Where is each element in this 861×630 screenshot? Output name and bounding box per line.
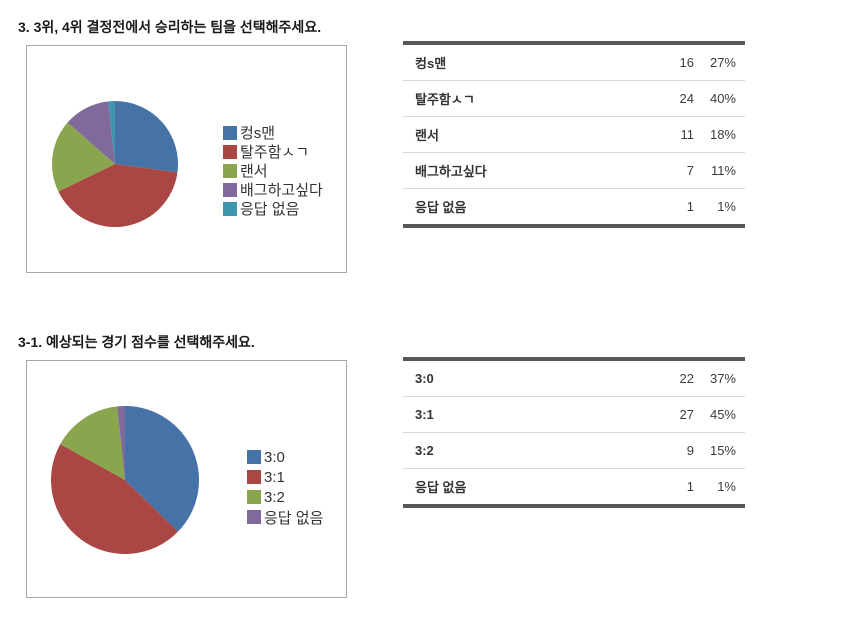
legend-label: 3:1 (264, 468, 285, 486)
question-1-title: 3. 3위, 4위 결정전에서 승리하는 팀을 선택해주세요. (18, 19, 322, 35)
table-row: 탈주함ㅅㄱ 24 40% (403, 81, 745, 117)
result-label: 3:2 (415, 443, 434, 458)
question-2-chart-panel: 3:0 3:1 3:2 응답 없음 (26, 360, 347, 598)
result-percent: 15% (709, 443, 736, 458)
result-percent: 1% (717, 199, 736, 214)
legend-label: 탈주함ㅅㄱ (240, 144, 310, 161)
pie-slice (108, 101, 115, 164)
result-count: 1 (686, 199, 694, 214)
table-row: 랜서 11 18% (403, 117, 745, 153)
legend-swatch-icon (247, 450, 261, 464)
result-percent: 45% (709, 407, 736, 422)
table-row: 응답 없음 1 1% (403, 469, 745, 504)
legend-item: 응답 없음 (247, 507, 323, 527)
result-label: 컹s맨 (415, 56, 447, 71)
result-count: 11 (680, 127, 695, 142)
result-percent: 40% (709, 91, 736, 106)
legend-label: 응답 없음 (240, 201, 300, 218)
pie-slice (115, 101, 178, 173)
legend-item: 3:2 (247, 487, 323, 507)
legend-label: 컹s맨 (240, 125, 276, 142)
legend-swatch-icon (223, 144, 237, 159)
pie-slice (51, 444, 179, 554)
legend-swatch-icon (247, 490, 261, 504)
legend-swatch-icon (247, 510, 261, 524)
result-count: 16 (679, 55, 694, 70)
legend-swatch-icon (247, 470, 261, 484)
legend-swatch-icon (223, 182, 237, 197)
pie-slice (125, 406, 199, 532)
pie-slice (52, 122, 115, 192)
table-row: 3:1 27 45% (403, 397, 745, 433)
question-1-pie-chart (52, 101, 178, 227)
result-count: 9 (686, 443, 694, 458)
legend-label: 3:2 (264, 488, 285, 506)
legend-label: 3:0 (264, 448, 285, 466)
pie-slice (117, 406, 125, 480)
result-label: 배그하고싶다 (415, 164, 487, 179)
table-row: 응답 없음 1 1% (403, 189, 745, 224)
question-2-results-table: 3:0 22 37% 3:1 27 45% 3:2 9 15% 응답 없음 1 … (403, 357, 745, 508)
result-percent: 18% (709, 127, 736, 142)
result-label: 응답 없음 (415, 200, 467, 215)
legend-item: 컹s맨 (223, 123, 323, 142)
legend-label: 배그하고싶다 (240, 182, 323, 199)
result-percent: 27% (709, 55, 736, 70)
result-label: 3:0 (415, 371, 434, 386)
legend-item: 3:1 (247, 467, 323, 487)
question-2-title: 3-1. 예상되는 경기 점수를 선택해주세요. (18, 334, 255, 350)
result-count: 1 (686, 479, 694, 494)
legend-item: 3:0 (247, 447, 323, 467)
result-count: 22 (679, 371, 694, 386)
legend-item: 탈주함ㅅㄱ (223, 142, 323, 161)
result-label: 3:1 (415, 407, 434, 422)
legend-label: 응답 없음 (264, 509, 324, 527)
result-label: 랜서 (415, 128, 439, 143)
legend-label: 랜서 (240, 163, 268, 180)
legend-item: 응답 없음 (223, 199, 323, 218)
result-percent: 1% (717, 479, 736, 494)
pie-slice (58, 164, 178, 227)
result-count: 7 (686, 163, 694, 178)
result-count: 27 (679, 407, 694, 422)
question-1-chart-panel: 컹s맨 탈주함ㅅㄱ 랜서 배그하고싶다 응답 없음 (26, 45, 347, 273)
question-2-legend: 3:0 3:1 3:2 응답 없음 (247, 447, 323, 527)
table-row: 3:0 22 37% (403, 361, 745, 397)
legend-item: 랜서 (223, 161, 323, 180)
result-label: 탈주함ㅅㄱ (415, 92, 475, 107)
question-1-legend: 컹s맨 탈주함ㅅㄱ 랜서 배그하고싶다 응답 없음 (223, 123, 323, 218)
result-percent: 11% (710, 163, 736, 178)
table-row: 3:2 9 15% (403, 433, 745, 469)
result-label: 응답 없음 (415, 480, 467, 495)
table-row: 배그하고싶다 7 11% (403, 153, 745, 189)
pie-slice (67, 101, 115, 164)
legend-swatch-icon (223, 201, 237, 216)
legend-swatch-icon (223, 125, 237, 140)
result-count: 24 (679, 91, 694, 106)
table-row: 컹s맨 16 27% (403, 45, 745, 81)
pie-slice (60, 406, 125, 480)
legend-swatch-icon (223, 163, 237, 178)
result-percent: 37% (709, 371, 736, 386)
legend-item: 배그하고싶다 (223, 180, 323, 199)
question-2-pie-chart (51, 406, 199, 554)
question-1-results-table: 컹s맨 16 27% 탈주함ㅅㄱ 24 40% 랜서 11 18% 배그하고싶다… (403, 41, 745, 228)
